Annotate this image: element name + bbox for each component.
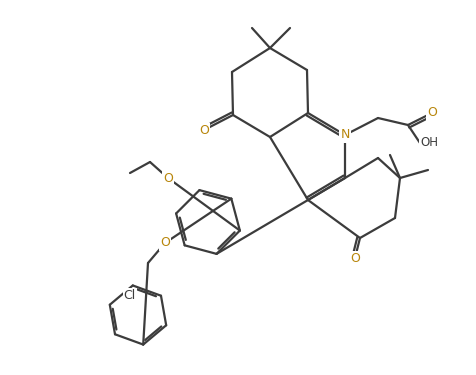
Text: O: O (163, 171, 173, 184)
Text: Cl: Cl (123, 289, 136, 302)
Text: N: N (339, 129, 349, 141)
Text: O: O (349, 252, 359, 264)
Text: O: O (160, 237, 169, 249)
Text: O: O (198, 123, 208, 136)
Text: OH: OH (419, 136, 437, 150)
Text: O: O (426, 106, 436, 120)
